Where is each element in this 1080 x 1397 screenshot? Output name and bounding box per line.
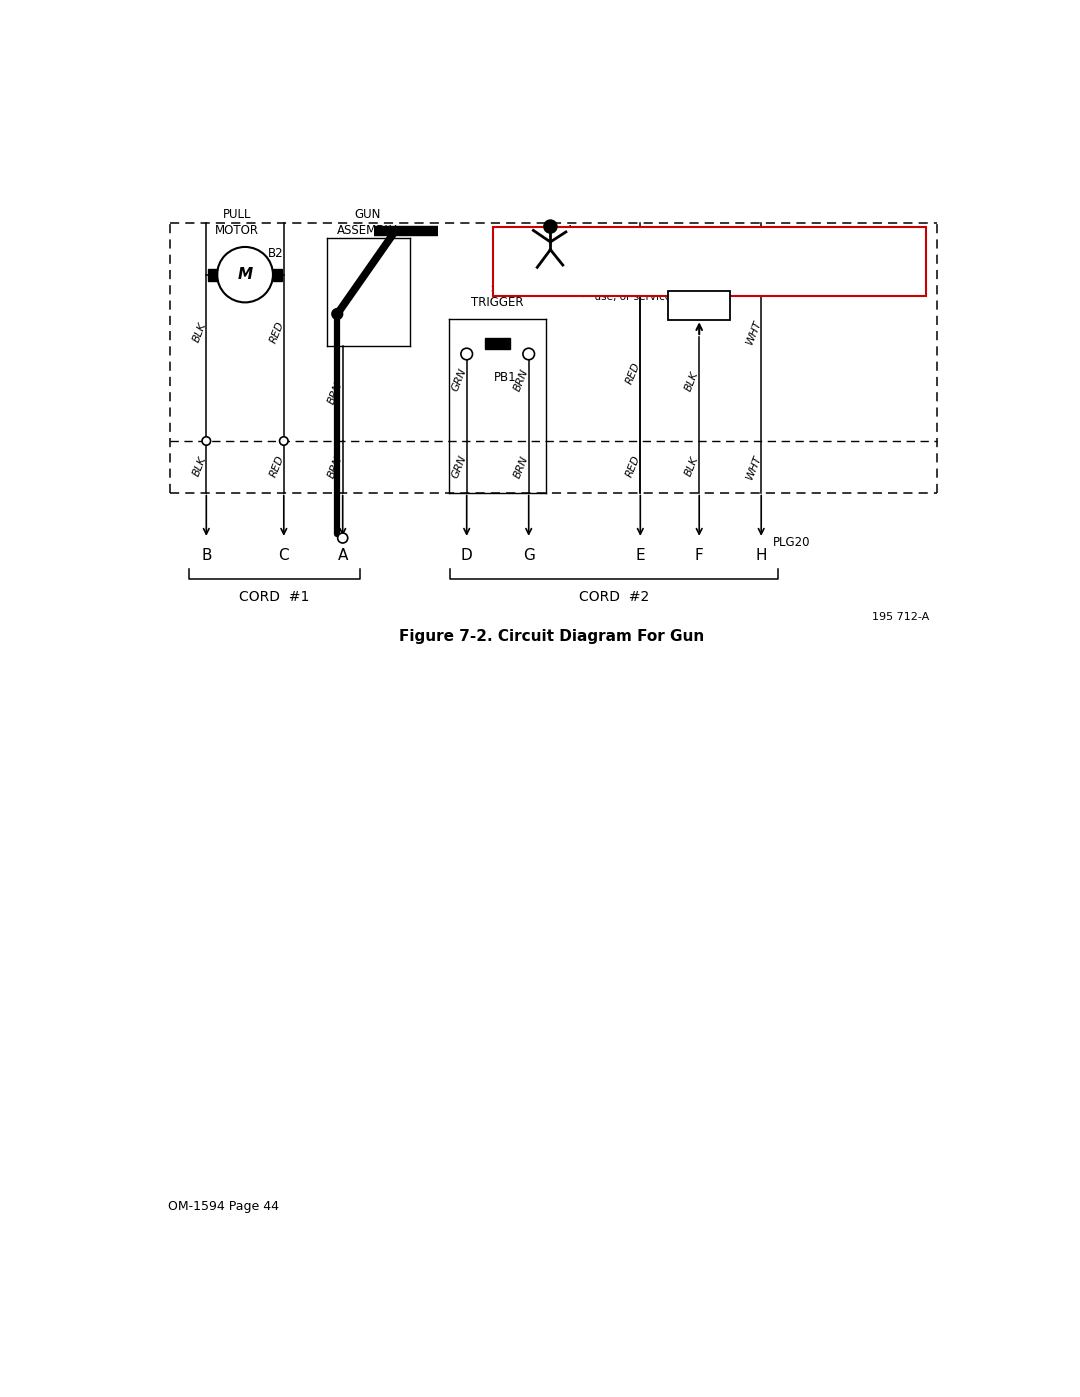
- Text: WHT: WHT: [745, 319, 764, 345]
- Text: OM-1594 Page 44: OM-1594 Page 44: [167, 1200, 279, 1213]
- Text: B: B: [201, 548, 212, 563]
- Text: BRN: BRN: [513, 367, 530, 393]
- Text: R 4: R 4: [689, 299, 710, 312]
- Text: B2: B2: [268, 247, 284, 260]
- Text: RED: RED: [268, 320, 286, 345]
- Circle shape: [461, 348, 473, 360]
- Text: BRN: BRN: [327, 381, 345, 407]
- Text: BLK: BLK: [191, 455, 207, 478]
- Text: PLG20: PLG20: [773, 536, 810, 549]
- Text: CW: CW: [689, 242, 710, 254]
- Text: engine before servicing.: engine before servicing.: [589, 256, 721, 267]
- Bar: [485, 338, 510, 349]
- Text: PB1: PB1: [495, 370, 516, 384]
- Text: CORD  #2: CORD #2: [579, 590, 649, 604]
- Circle shape: [217, 247, 273, 302]
- Text: • Have only qualified persons install,: • Have only qualified persons install,: [589, 279, 781, 291]
- Text: WHT: WHT: [745, 453, 764, 481]
- Bar: [669, 291, 730, 320]
- Text: • Disconnect input power or stop: • Disconnect input power or stop: [589, 244, 761, 254]
- Text: /: /: [566, 224, 571, 237]
- Text: ⚠ WARNING: ⚠ WARNING: [498, 231, 581, 244]
- Text: 195 712-A: 195 712-A: [873, 612, 930, 622]
- Text: TRIGGER: TRIGGER: [471, 296, 524, 309]
- Text: CORD  #1: CORD #1: [240, 590, 310, 604]
- Text: G: G: [523, 548, 535, 563]
- Circle shape: [202, 437, 211, 446]
- Circle shape: [332, 309, 342, 320]
- Text: • Do not touch live electrical parts.: • Do not touch live electrical parts.: [589, 232, 772, 242]
- Text: BRN: BRN: [513, 454, 530, 479]
- Text: D: D: [461, 548, 473, 563]
- Text: RED: RED: [268, 454, 286, 479]
- Text: use, or service this unit.: use, or service this unit.: [589, 292, 721, 302]
- Text: BRN: BRN: [327, 454, 345, 479]
- Circle shape: [280, 437, 288, 446]
- Circle shape: [523, 348, 535, 360]
- Text: BLK: BLK: [191, 320, 207, 344]
- Text: GUN
ASSEMBLY: GUN ASSEMBLY: [337, 208, 397, 237]
- Text: M: M: [238, 267, 253, 282]
- Text: RED: RED: [624, 454, 643, 479]
- Text: C: C: [279, 548, 289, 563]
- Circle shape: [338, 534, 348, 543]
- Text: BLK: BLK: [684, 369, 701, 393]
- Text: PULL
MOTOR: PULL MOTOR: [215, 208, 259, 237]
- Bar: [273, 268, 282, 281]
- Bar: [207, 268, 217, 281]
- Text: RED: RED: [624, 360, 643, 386]
- Text: GRN: GRN: [450, 454, 469, 479]
- Text: • Do not operate with covers removed.: • Do not operate with covers removed.: [589, 268, 793, 278]
- Text: Figure 7-2. Circuit Diagram For Gun: Figure 7-2. Circuit Diagram For Gun: [400, 629, 704, 644]
- Bar: [494, 226, 926, 296]
- Circle shape: [544, 219, 557, 233]
- Text: H: H: [755, 548, 767, 563]
- Text: BLK: BLK: [684, 455, 701, 478]
- Text: A: A: [338, 548, 348, 563]
- Text: ELECTRIC
SHOCK HAZARD: ELECTRIC SHOCK HAZARD: [491, 271, 584, 293]
- Text: F: F: [694, 548, 703, 563]
- Text: GRN: GRN: [450, 367, 469, 393]
- Text: E: E: [635, 548, 645, 563]
